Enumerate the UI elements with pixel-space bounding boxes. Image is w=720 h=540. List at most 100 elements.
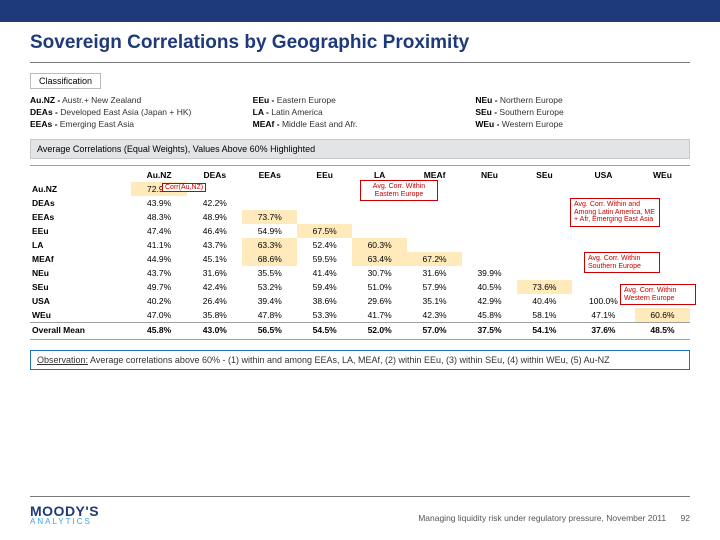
row-header: NEu xyxy=(30,266,131,280)
matrix-cell: 68.6% xyxy=(242,252,297,266)
matrix-cell: 54.9% xyxy=(242,224,297,238)
col-header: EEu xyxy=(297,168,352,182)
legend-item: NEu - Northern Europe xyxy=(475,95,690,105)
page-number: 92 xyxy=(681,513,690,523)
col-header: DEAs xyxy=(187,168,242,182)
matrix-cell: 41.1% xyxy=(131,238,188,252)
col-header: Au.NZ xyxy=(131,168,188,182)
row-header: Au.NZ xyxy=(30,182,131,196)
matrix-cell: 52.4% xyxy=(297,238,352,252)
overall-cell: 37.6% xyxy=(572,323,635,338)
matrix-cell: 53.2% xyxy=(242,280,297,294)
row-header: USA xyxy=(30,294,131,308)
matrix-cell: 46.4% xyxy=(187,224,242,238)
matrix-cell: 42.2% xyxy=(187,196,242,210)
matrix-cell: 40.2% xyxy=(131,294,188,308)
legend-item: WEu - Western Europe xyxy=(475,119,690,129)
legend-item: SEu - Southern Europe xyxy=(475,107,690,117)
matrix-cell: 40.4% xyxy=(517,294,572,308)
matrix-cell: 47.8% xyxy=(242,308,297,323)
col-header: WEu xyxy=(635,168,690,182)
row-header: DEAs xyxy=(30,196,131,210)
row-header: EEAs xyxy=(30,210,131,224)
matrix-cell: 31.6% xyxy=(187,266,242,280)
legend-item: EEAs - Emerging East Asia xyxy=(30,119,245,129)
annotation-seu: Avg. Corr. Within Southern Europe xyxy=(584,252,660,273)
matrix-cell: 48.3% xyxy=(131,210,188,224)
col-header: NEu xyxy=(462,168,517,182)
matrix-cell: 35.5% xyxy=(242,266,297,280)
col-header: EEAs xyxy=(242,168,297,182)
row-header: EEu xyxy=(30,224,131,238)
matrix-cell: 49.7% xyxy=(131,280,188,294)
matrix-cell: 47.4% xyxy=(131,224,188,238)
overall-cell: 37.5% xyxy=(462,323,517,338)
matrix-cell: 59.5% xyxy=(297,252,352,266)
footer: MOODY'S ANALYTICS Managing liquidity ris… xyxy=(0,496,720,540)
matrix-cell: 35.8% xyxy=(187,308,242,323)
legend-item: DEAs - Developed East Asia (Japan + HK) xyxy=(30,107,245,117)
footer-rule xyxy=(30,496,690,497)
matrix-cell: 42.3% xyxy=(407,308,462,323)
matrix-cell: 57.9% xyxy=(407,280,462,294)
legend-item: EEu - Eastern Europe xyxy=(253,95,468,105)
matrix-cell: 29.6% xyxy=(352,294,407,308)
matrix-cell: 67.2% xyxy=(407,252,462,266)
overall-cell: 57.0% xyxy=(407,323,462,338)
observation-label: Observation: xyxy=(37,355,88,365)
legend-item: MEAf - Middle East and Afr. xyxy=(253,119,468,129)
matrix-cell: 39.4% xyxy=(242,294,297,308)
annotation-eeu: Avg. Corr. Within Eastern Europe xyxy=(360,180,438,201)
matrix-cell: 73.6% xyxy=(517,280,572,294)
matrix-cell: 60.3% xyxy=(352,238,407,252)
overall-cell: 54.5% xyxy=(297,323,352,338)
matrix-cell: 43.9% xyxy=(131,196,188,210)
classification-box: Classification xyxy=(30,73,101,89)
table-caption-band: Average Correlations (Equal Weights), Va… xyxy=(30,139,690,159)
observation-text: Average correlations above 60% - (1) wit… xyxy=(90,355,610,365)
matrix-cell: 51.0% xyxy=(352,280,407,294)
overall-cell: 48.5% xyxy=(635,323,690,338)
matrix-cell: 41.4% xyxy=(297,266,352,280)
overall-cell: 56.5% xyxy=(242,323,297,338)
matrix-cell: 26.4% xyxy=(187,294,242,308)
title-rule xyxy=(30,62,690,63)
matrix-cell: 43.7% xyxy=(131,266,188,280)
overall-label: Overall Mean xyxy=(30,323,131,338)
matrix-cell: 43.7% xyxy=(187,238,242,252)
matrix-cell: 44.9% xyxy=(131,252,188,266)
row-header: LA xyxy=(30,238,131,252)
matrix-cell: 42.9% xyxy=(462,294,517,308)
row-header: WEu xyxy=(30,308,131,323)
annotation-mix: Avg. Corr. Within and Among Latin Americ… xyxy=(570,198,660,227)
matrix-cell: 31.6% xyxy=(407,266,462,280)
matrix-cell: 30.7% xyxy=(352,266,407,280)
matrix-cell: 47.1% xyxy=(572,308,635,323)
brand-logo: MOODY'S ANALYTICS xyxy=(30,503,99,526)
matrix-cell: 73.7% xyxy=(242,210,297,224)
legend-item: LA - Latin America xyxy=(253,107,468,117)
matrix-cell: 48.9% xyxy=(187,210,242,224)
matrix-wrapper: Au.NZDEAsEEAsEEuLAMEAfNEuSEuUSAWEuAu.NZ7… xyxy=(30,165,690,340)
observation-box: Observation: Average correlations above … xyxy=(30,350,690,370)
row-header: SEu xyxy=(30,280,131,294)
row-header: MEAf xyxy=(30,252,131,266)
main-content: Classification Au.NZ - Austr.+ New Zeala… xyxy=(0,71,720,370)
matrix-cell: 40.5% xyxy=(462,280,517,294)
legend-grid: Au.NZ - Austr.+ New Zealand EEu - Eastern… xyxy=(30,95,690,129)
matrix-cell: 42.4% xyxy=(187,280,242,294)
legend-item: Au.NZ - Austr.+ New Zealand xyxy=(30,95,245,105)
matrix-cell: 45.8% xyxy=(462,308,517,323)
col-header: SEu xyxy=(517,168,572,182)
matrix-cell: 59.4% xyxy=(297,280,352,294)
page-title: Sovereign Correlations by Geographic Pro… xyxy=(0,22,720,60)
col-header: USA xyxy=(572,168,635,182)
matrix-cell: 53.3% xyxy=(297,308,352,323)
matrix-cell: 38.6% xyxy=(297,294,352,308)
annotation-weu: Avg. Corr. Within Western Europe xyxy=(620,284,696,305)
matrix-cell: 47.0% xyxy=(131,308,188,323)
annotation-corr-aunz: Corr(Au,NZ) xyxy=(162,183,206,192)
brand-sub: ANALYTICS xyxy=(30,517,99,526)
matrix-cell: 63.3% xyxy=(242,238,297,252)
matrix-cell: 58.1% xyxy=(517,308,572,323)
